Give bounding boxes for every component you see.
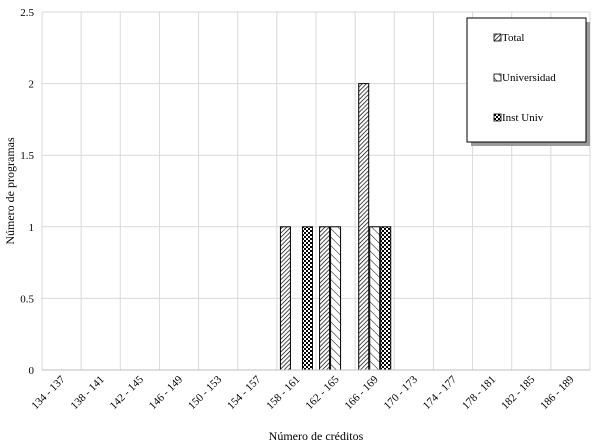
x-tick-label: 142 - 145 [108,373,147,412]
legend-label: Total [502,32,524,44]
legend: Total Universidad Inst Univ [466,17,590,146]
x-tick-label: 170 - 173 [382,373,421,412]
legend-swatch [493,113,502,122]
x-tick-label: 166 - 169 [343,373,382,412]
y-tick-label: 0 [29,365,35,377]
bar-universidad [369,226,381,371]
y-tick-label: 1 [29,222,35,234]
bar-inst-univ [380,226,392,371]
legend-swatch [493,73,502,82]
x-tick-label: 174 - 177 [421,373,460,412]
bar-total [358,83,370,371]
y-tick-label: 2.5 [20,7,34,19]
x-tick-label: 186 - 189 [538,373,577,412]
bar-total [279,226,291,371]
legend-box [466,17,587,143]
x-tick-label: 162 - 165 [303,373,342,412]
y-tick-label: 0.5 [20,293,34,305]
y-tick-label: 1.5 [20,150,34,162]
y-axis-title: Número de programas [3,137,17,245]
bar-universidad [330,226,342,371]
bars [279,83,392,371]
legend-label: Inst Univ [502,112,544,124]
legend-swatch [493,33,502,42]
bar-inst-univ [301,226,313,371]
x-tick-label: 150 - 153 [186,373,225,412]
x-tick-label: 182 - 185 [499,373,538,412]
x-tick-label: 138 - 141 [69,374,107,412]
legend-label: Universidad [502,72,556,84]
bar-total [319,226,331,371]
x-tick-label: 158 - 161 [264,374,302,412]
x-tick-label: 134 - 137 [29,373,68,412]
y-tick-label: 2 [29,79,35,91]
x-tick-label: 154 - 157 [225,373,264,412]
x-tick-label: 178 - 181 [460,374,498,412]
x-tick-label: 146 - 149 [147,373,186,412]
x-axis-title: Número de créditos [269,429,364,443]
